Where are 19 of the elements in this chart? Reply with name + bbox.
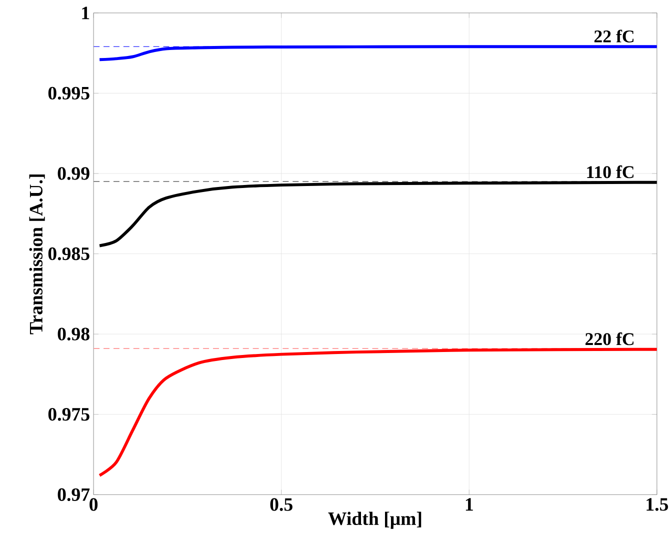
y-tick-label: 0.975 — [48, 408, 90, 421]
y-tick-label: 0.97 — [58, 488, 90, 501]
y-tick-label: 1 — [82, 6, 90, 19]
x-tick-label: 0 — [90, 498, 98, 511]
line-series — [98, 348, 657, 477]
series-label: 22 fC — [594, 30, 634, 42]
x-axis-title: Width [μm] — [328, 512, 422, 529]
x-tick-label: 1 — [466, 498, 473, 510]
y-tick-label: 0.99 — [58, 166, 90, 180]
line-series — [98, 180, 657, 248]
y-tick-label: 0.985 — [48, 247, 90, 260]
x-tick-label: 1.5 — [646, 498, 668, 511]
y-tick-label: 0.98 — [58, 328, 90, 340]
y-axis-title: Transmission [A.U.] — [29, 174, 45, 334]
line-series — [98, 44, 657, 61]
y-tick-label: 0.995 — [48, 86, 90, 100]
series-label: 110 fC — [587, 165, 634, 178]
x-tick-label: 0.5 — [270, 498, 292, 511]
series-label: 220 fC — [586, 332, 634, 345]
